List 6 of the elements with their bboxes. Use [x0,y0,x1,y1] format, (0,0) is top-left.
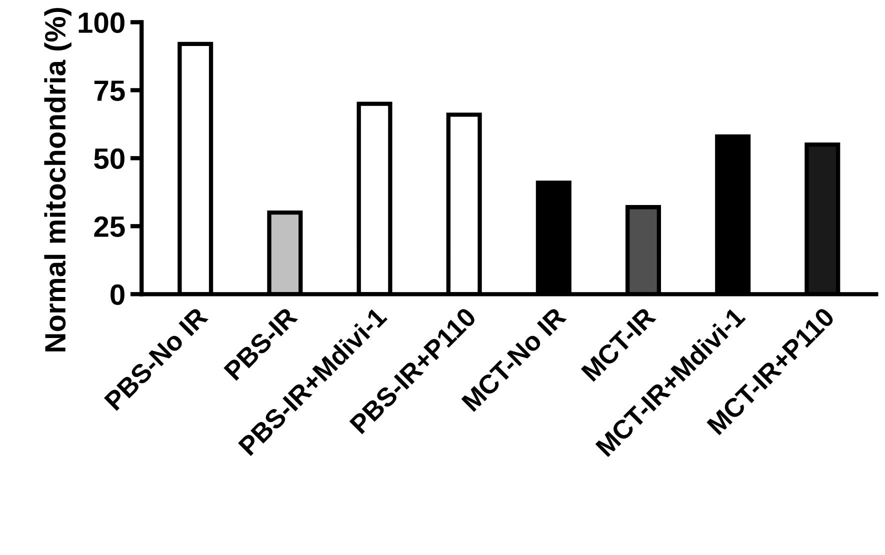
y-axis-title: Normal mitochondria (%) [44,8,72,352]
y-tick-label: 25 [94,216,125,238]
y-tick-label: 100 [78,12,124,34]
y-tick-label: 75 [94,80,125,102]
y-tick-label: 50 [94,148,124,170]
y-tick-label: 0 [110,284,124,306]
